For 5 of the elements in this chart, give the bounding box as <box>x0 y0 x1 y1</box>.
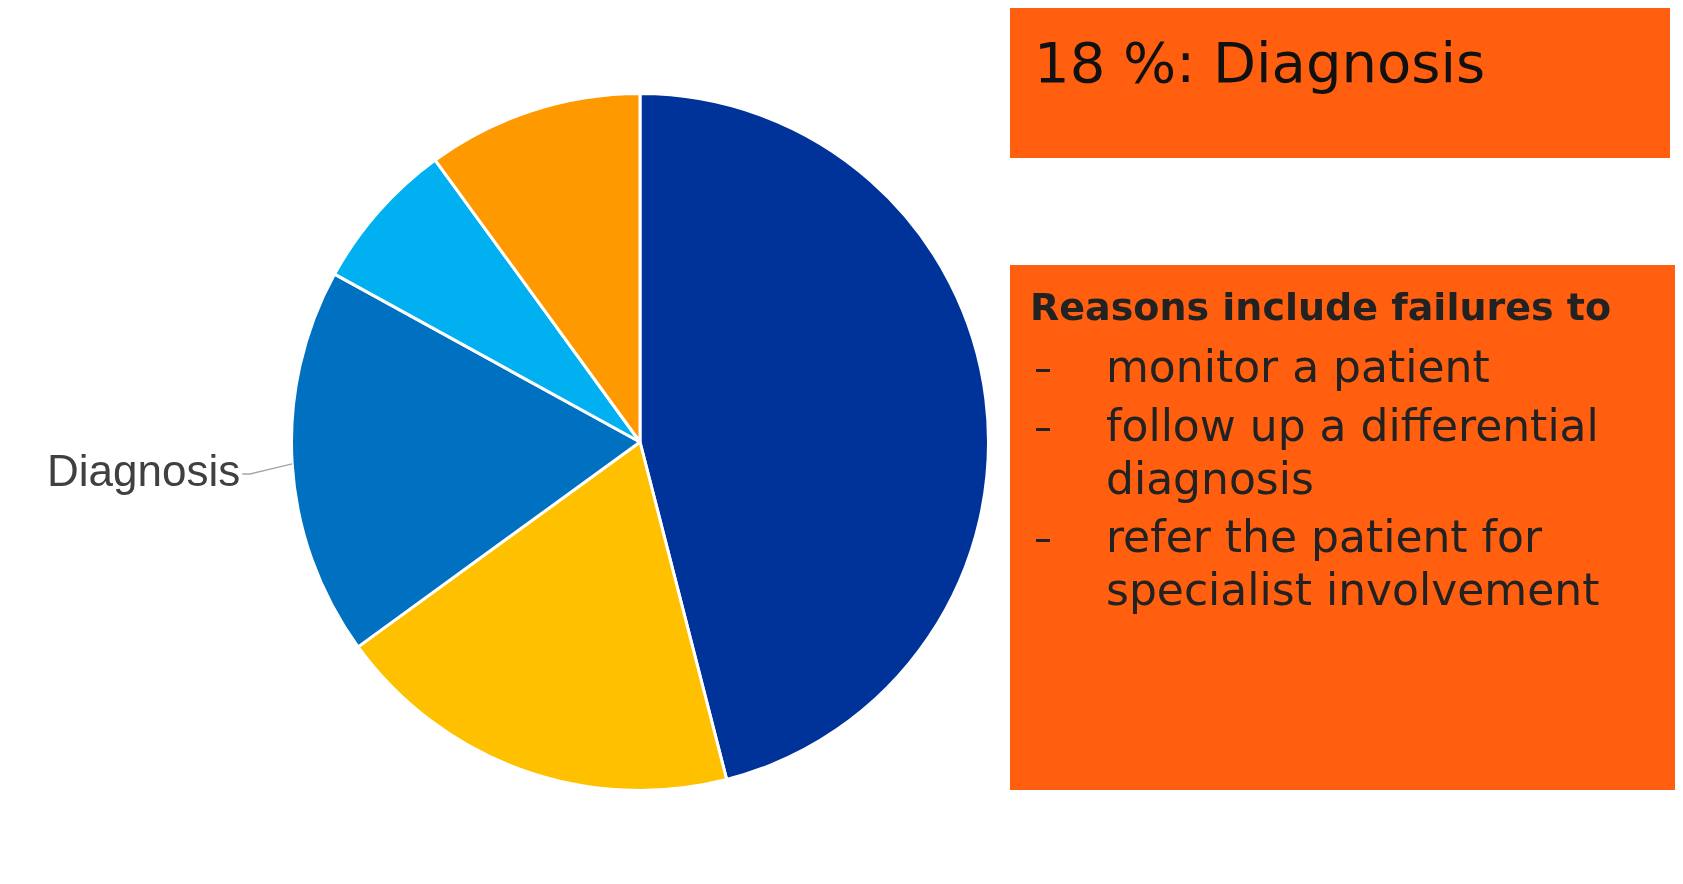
slice-label: Diagnosis <box>47 446 241 496</box>
text: monitor a patient <box>1106 341 1490 394</box>
text: refer the patient for specialist involvement <box>1106 511 1601 617</box>
text: 18 %: Diagnosis <box>1010 8 1670 158</box>
text: Reasons include failures to <box>1030 285 1613 329</box>
